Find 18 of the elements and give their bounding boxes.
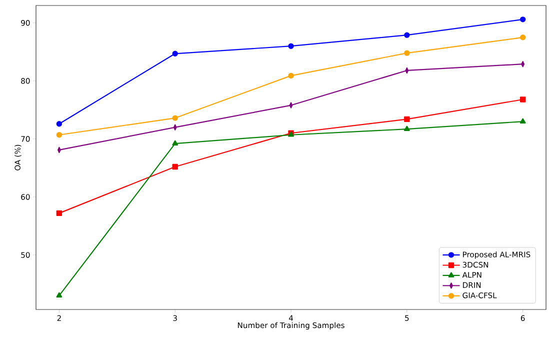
point [56,120,62,127]
point [56,292,62,298]
point [404,116,410,122]
point [288,72,294,79]
point [172,164,178,170]
point [404,32,410,38]
point [404,126,410,131]
point [520,16,526,22]
point [520,118,526,124]
point [520,34,526,40]
point [404,50,410,56]
point [172,50,178,56]
point [520,96,526,102]
point [56,132,62,138]
point [288,43,294,49]
point [172,115,178,121]
point [56,210,62,216]
point [172,140,178,146]
